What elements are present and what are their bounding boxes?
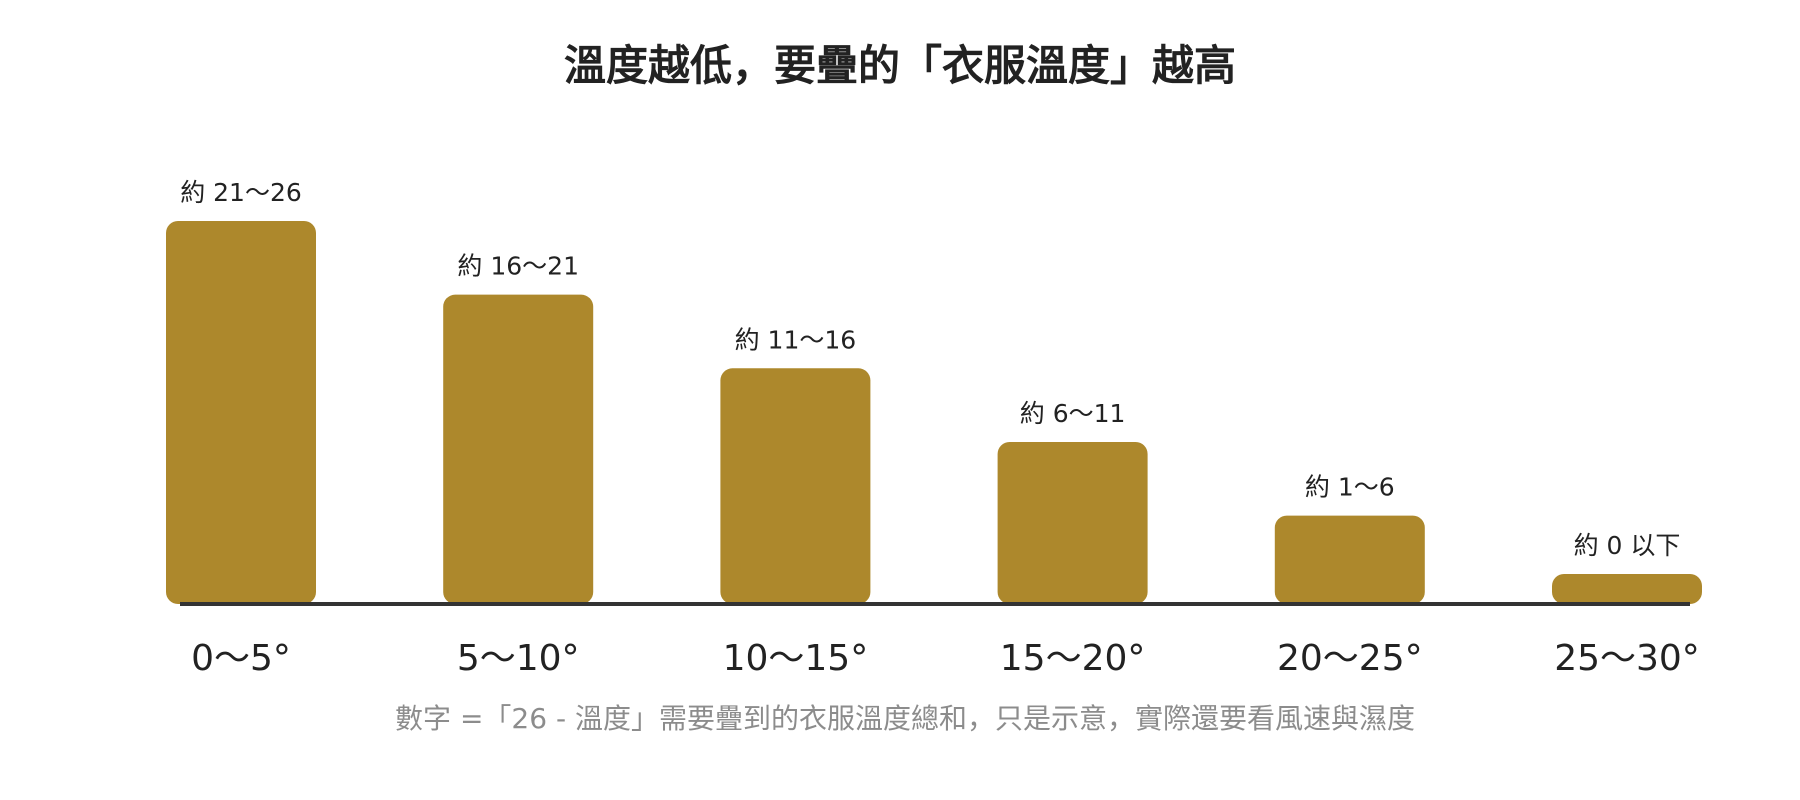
- category-label-4: 15～20°: [1000, 638, 1146, 679]
- bar-3: [720, 368, 871, 604]
- bars-layer: [166, 221, 1702, 604]
- bar-value-label-5: 約 1～6: [1305, 473, 1395, 502]
- category-label-1: 0～5°: [191, 638, 291, 679]
- bar-2: [443, 294, 594, 604]
- bar-value-label-1: 約 21～26: [180, 178, 302, 207]
- category-label-3: 10～15°: [723, 638, 869, 679]
- bar-value-label-6: 約 0 以下: [1574, 531, 1681, 560]
- bar-value-label-3: 約 11～16: [735, 325, 857, 354]
- bar-5: [1274, 515, 1425, 604]
- bar-value-label-4: 約 6～11: [1020, 399, 1126, 428]
- bar-value-label-2: 約 16～21: [457, 252, 579, 281]
- category-label-2: 5～10°: [457, 638, 580, 679]
- bar-4: [997, 441, 1148, 604]
- category-label-6: 25～30°: [1554, 638, 1700, 679]
- chart-title: 溫度越低，要疊的「衣服溫度」越高: [564, 41, 1236, 90]
- labels-layer: 約 21～26 0～5° 約 16～21 5～10° 約 11～16 10～15° 約 6～…: [180, 178, 1700, 679]
- category-label-5: 20～25°: [1277, 638, 1423, 679]
- bar-1: [166, 221, 316, 604]
- chart-note: 數字 =「26 - 溫度」需要疊到的衣服溫度總和，只是示意，實際還要看風速與濕度: [395, 702, 1415, 735]
- bar-6: [1552, 574, 1702, 604]
